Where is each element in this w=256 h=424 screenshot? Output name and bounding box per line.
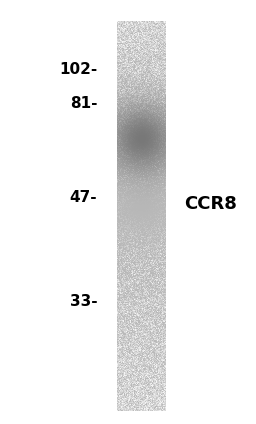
Text: 102-: 102- <box>59 62 97 78</box>
Text: 33-: 33- <box>70 293 97 309</box>
Text: 81-: 81- <box>70 96 97 112</box>
Text: CCR8: CCR8 <box>184 195 237 212</box>
Text: 47-: 47- <box>70 190 97 205</box>
